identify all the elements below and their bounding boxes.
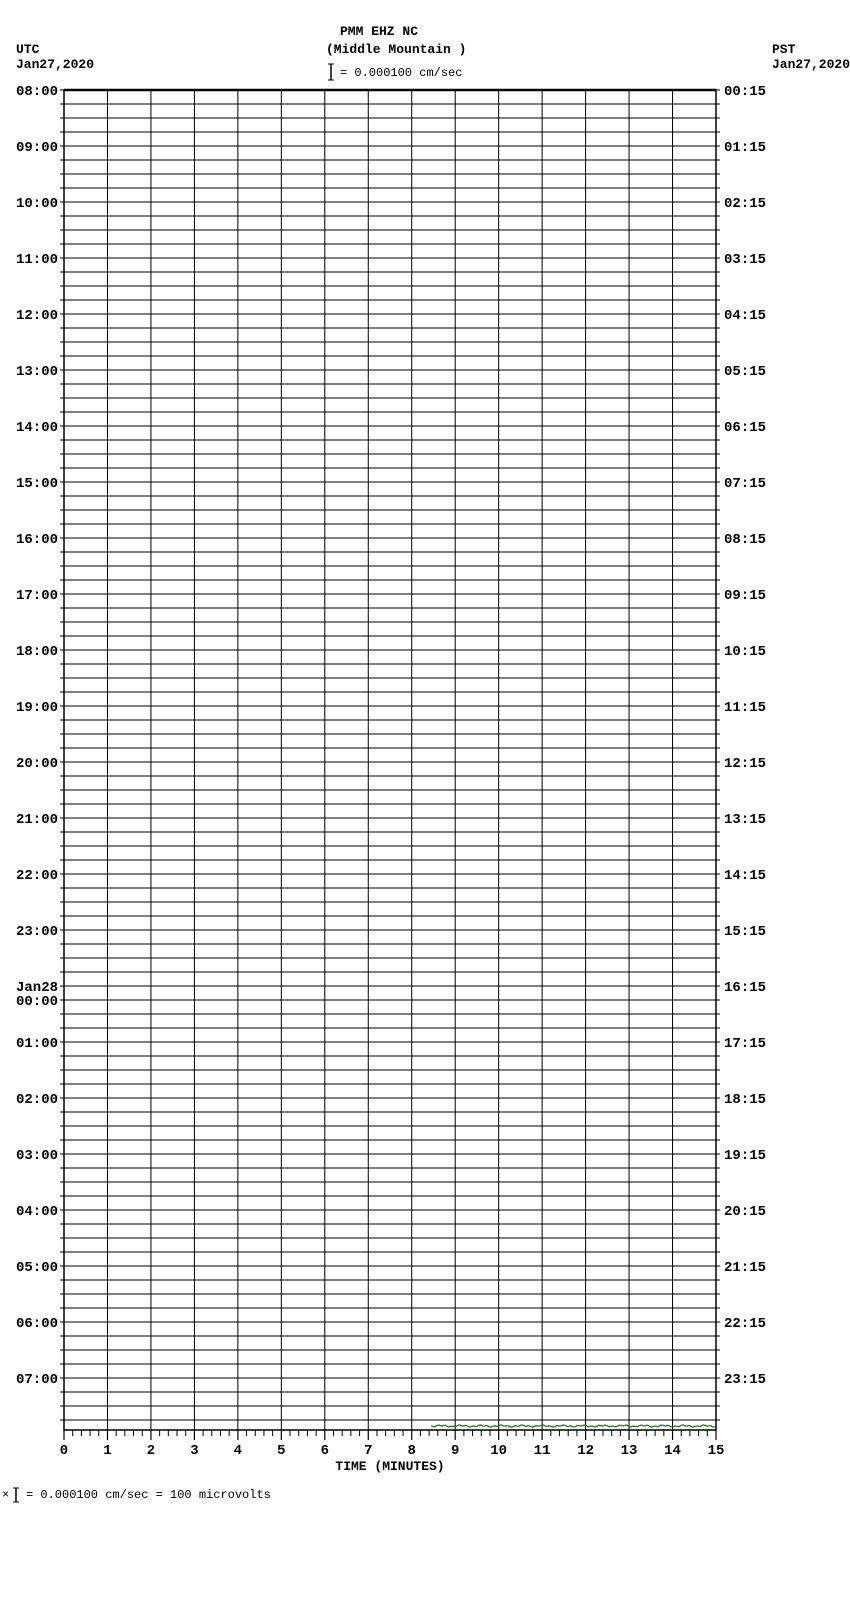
pst-hour-label: 13:15 [724,812,766,828]
x-tick-label: 13 [621,1443,638,1459]
utc-hour-label: 16:00 [16,532,58,548]
scale-text: = 0.000100 cm/sec [340,66,462,80]
pst-hour-label: 00:15 [724,84,766,100]
x-tick-label: 4 [234,1443,242,1459]
utc-hour-label: 12:00 [16,308,58,324]
utc-hour-label: 07:00 [16,1372,58,1388]
pst-hour-label: 16:15 [724,980,766,996]
x-tick-label: 15 [708,1443,725,1459]
utc-hour-label: 21:00 [16,812,58,828]
utc-hour-label: 17:00 [16,588,58,604]
utc-hour-label: 10:00 [16,196,58,212]
plot-svg: PMM EHZ NC(Middle Mountain )UTCJan27,202… [0,0,850,1613]
footer-prefix: × [2,1488,9,1502]
utc-hour-label: 06:00 [16,1316,58,1332]
x-tick-label: 2 [147,1443,155,1459]
pst-hour-label: 09:15 [724,588,766,604]
utc-hour-label: 05:00 [16,1260,58,1276]
bg [0,0,850,1613]
x-tick-label: 7 [364,1443,372,1459]
footer-text: = 0.000100 cm/sec = 100 microvolts [26,1488,271,1502]
utc-hour-label: 11:00 [16,252,58,268]
pst-hour-label: 22:15 [724,1316,766,1332]
left-tz: UTC [16,42,40,57]
utc-hour-label: 18:00 [16,644,58,660]
x-tick-label: 10 [490,1443,507,1459]
utc-hour-label: 09:00 [16,140,58,156]
utc-hour-label: 15:00 [16,476,58,492]
pst-hour-label: 07:15 [724,476,766,492]
x-tick-label: 8 [408,1443,416,1459]
right-date: Jan27,2020 [772,57,850,72]
station-code: PMM EHZ NC [340,24,418,39]
x-tick-label: 12 [577,1443,594,1459]
x-tick-label: 0 [60,1443,68,1459]
utc-hour-label: 01:00 [16,1036,58,1052]
x-axis-title: TIME (MINUTES) [335,1459,444,1474]
utc-hour-label: 14:00 [16,420,58,436]
pst-hour-label: 08:15 [724,532,766,548]
x-tick-label: 1 [103,1443,111,1459]
utc-hour-label: 02:00 [16,1092,58,1108]
pst-hour-label: 03:15 [724,252,766,268]
station-name: (Middle Mountain ) [326,42,466,57]
utc-hour-label: Jan2800:00 [16,980,58,1010]
pst-hour-label: 20:15 [724,1204,766,1220]
x-tick-label: 5 [277,1443,285,1459]
utc-hour-label: 23:00 [16,924,58,940]
left-date: Jan27,2020 [16,57,94,72]
pst-hour-label: 18:15 [724,1092,766,1108]
utc-hour-label: 13:00 [16,364,58,380]
utc-hour-label: 08:00 [16,84,58,100]
x-tick-label: 3 [190,1443,198,1459]
seismogram-heliplot: PMM EHZ NC(Middle Mountain )UTCJan27,202… [0,0,850,1613]
utc-hour-label: 19:00 [16,700,58,716]
pst-hour-label: 12:15 [724,756,766,772]
pst-hour-label: 05:15 [724,364,766,380]
right-tz: PST [772,42,796,57]
pst-hour-label: 14:15 [724,868,766,884]
utc-hour-label: 20:00 [16,756,58,772]
x-tick-label: 9 [451,1443,459,1459]
utc-hour-label: 22:00 [16,868,58,884]
pst-hour-label: 17:15 [724,1036,766,1052]
pst-hour-label: 11:15 [724,700,766,716]
x-tick-label: 6 [321,1443,329,1459]
x-tick-label: 11 [534,1443,551,1459]
pst-hour-label: 04:15 [724,308,766,324]
pst-hour-label: 02:15 [724,196,766,212]
pst-hour-label: 01:15 [724,140,766,156]
pst-hour-label: 23:15 [724,1372,766,1388]
utc-hour-label: 04:00 [16,1204,58,1220]
x-tick-label: 14 [664,1443,681,1459]
utc-hour-label: 03:00 [16,1148,58,1164]
pst-hour-label: 10:15 [724,644,766,660]
pst-hour-label: 19:15 [724,1148,766,1164]
pst-hour-label: 15:15 [724,924,766,940]
pst-hour-label: 21:15 [724,1260,766,1276]
pst-hour-label: 06:15 [724,420,766,436]
